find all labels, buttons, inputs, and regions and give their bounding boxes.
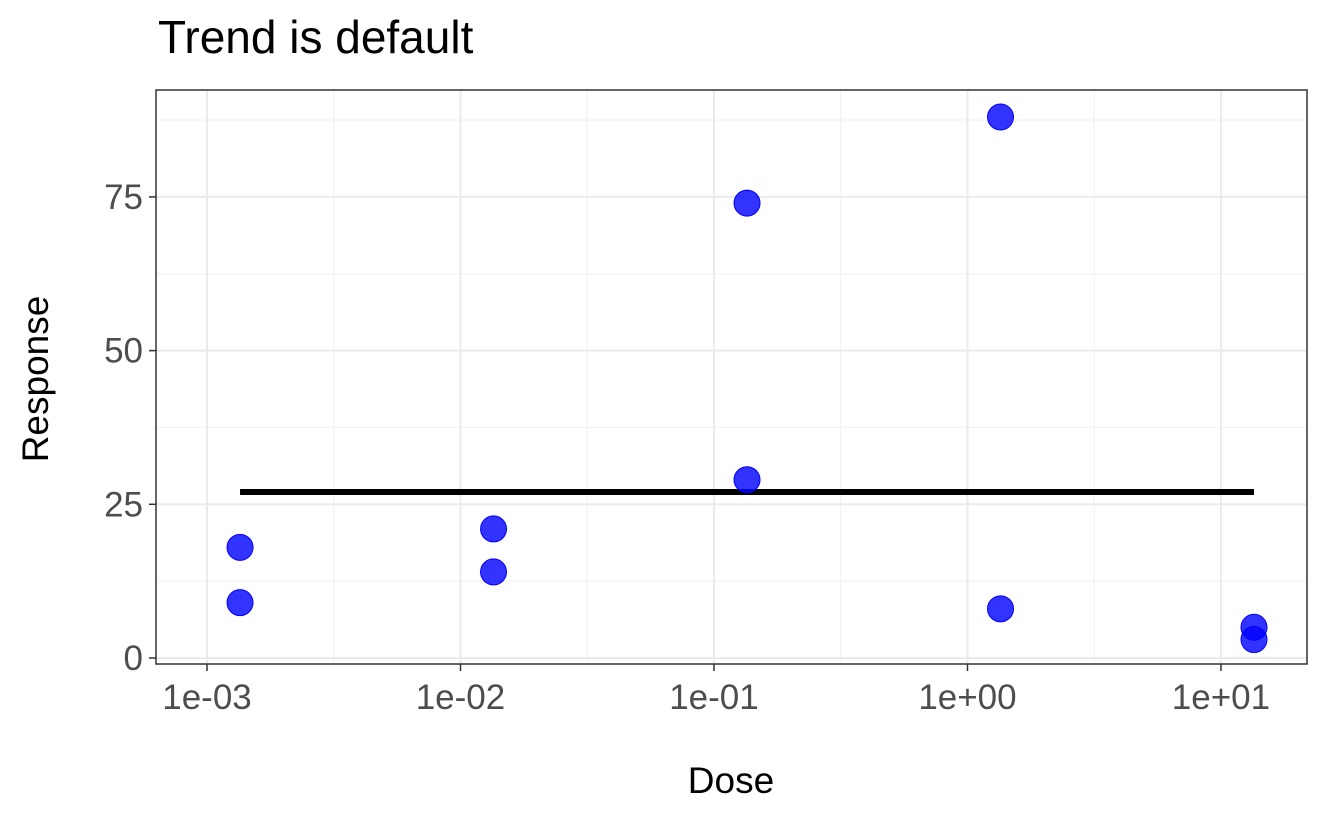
x-tick-label: 1e-02 (416, 678, 506, 717)
x-tick-label: 1e-01 (669, 678, 759, 717)
axis-ticks: 0 25 50 75 1e-03 1e-02 1e-01 1e+00 1e+01 (104, 178, 1270, 717)
x-axis-title: Dose (688, 760, 774, 801)
grid-lines (156, 90, 1307, 664)
data-point (480, 558, 508, 586)
x-tick-label: 1e-03 (162, 678, 252, 717)
x-tick-label: 1e+01 (1172, 678, 1270, 717)
data-point (226, 533, 254, 561)
data-point (987, 103, 1015, 131)
data-point (733, 189, 761, 217)
y-axis-title: Response (15, 296, 56, 463)
data-point (733, 466, 761, 494)
data-point (226, 589, 254, 617)
x-tick-label: 1e+00 (918, 678, 1016, 717)
chart-title: Trend is default (158, 11, 474, 63)
panel-border (155, 89, 1308, 665)
points-layer (226, 103, 1268, 654)
y-tick-label: 50 (104, 332, 143, 371)
y-tick-label: 75 (104, 178, 143, 217)
data-point (987, 595, 1015, 623)
data-point (1240, 626, 1268, 654)
data-point (480, 515, 508, 543)
y-tick-label: 0 (124, 639, 143, 678)
y-tick-label: 25 (104, 485, 143, 524)
